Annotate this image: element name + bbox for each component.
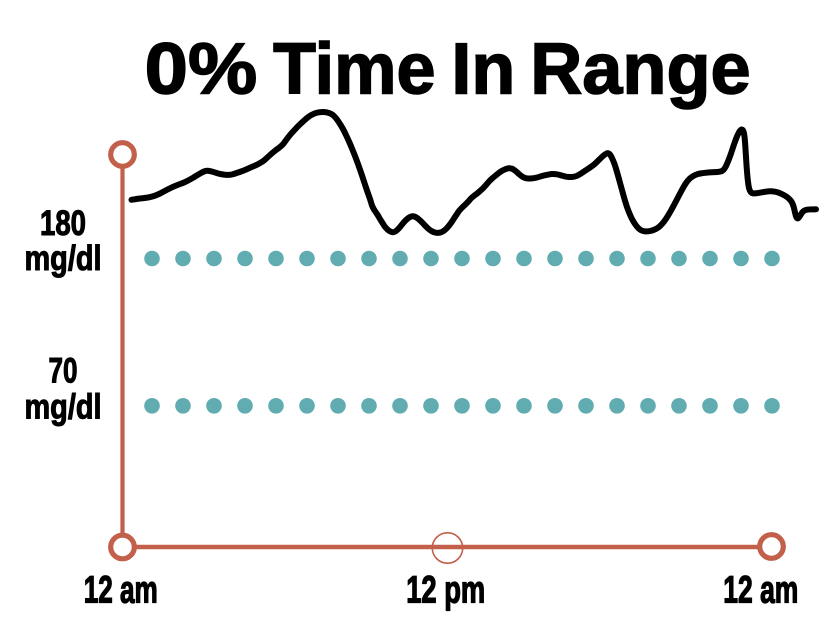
svg-text:180: 180	[40, 203, 86, 243]
svg-text:mg/dl: mg/dl	[25, 387, 102, 427]
svg-text:0%: 0%	[145, 29, 258, 110]
svg-text:12 am: 12 am	[84, 570, 158, 612]
svg-text:12 pm: 12 pm	[406, 570, 485, 612]
svg-text:Range: Range	[530, 29, 751, 110]
svg-text:70: 70	[49, 351, 78, 391]
svg-text:Time: Time	[273, 29, 435, 110]
svg-text:mg/dl: mg/dl	[25, 238, 102, 278]
svg-text:In: In	[451, 29, 515, 110]
svg-text:12 am: 12 am	[723, 570, 798, 612]
